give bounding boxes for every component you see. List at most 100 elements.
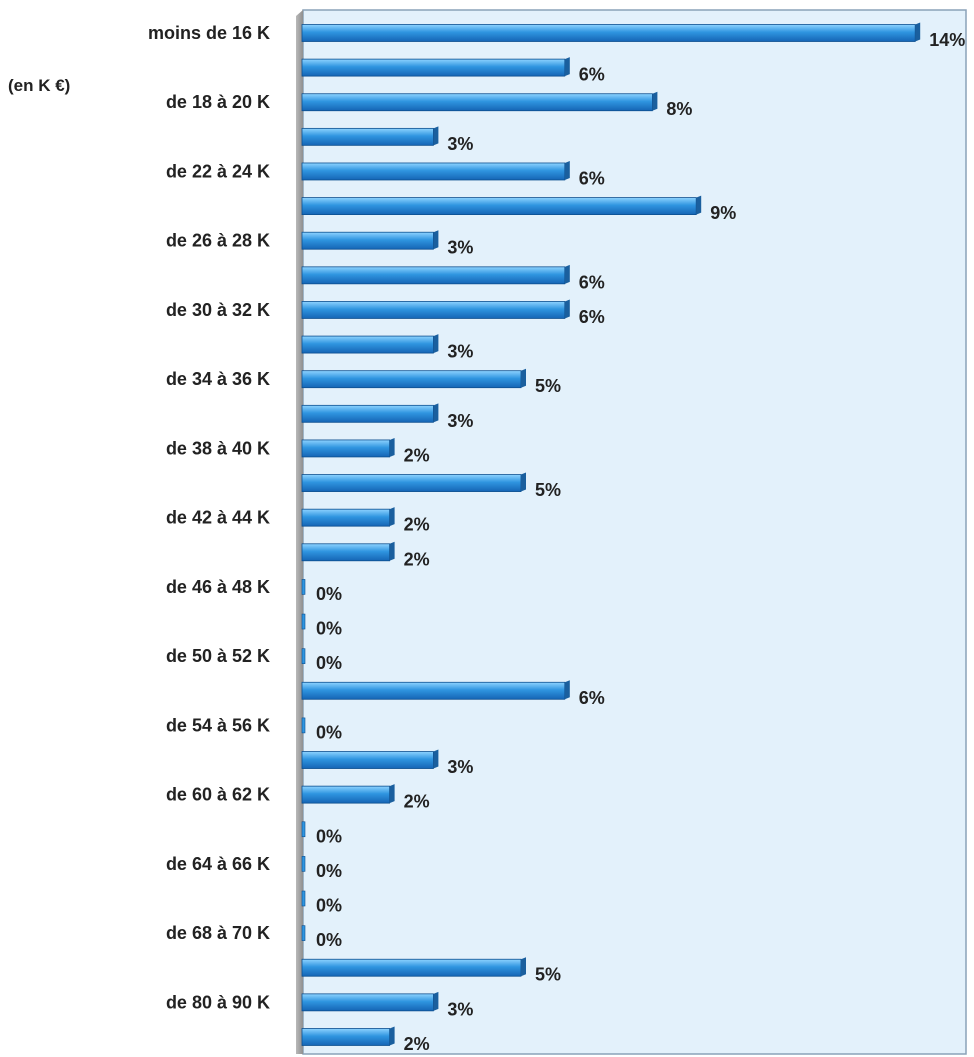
bar	[301, 925, 306, 941]
bar	[301, 301, 566, 319]
data-label: 2%	[404, 1034, 430, 1054]
data-label: 3%	[447, 134, 473, 154]
bar-group: 6%	[301, 680, 605, 708]
data-label: 6%	[579, 688, 605, 708]
bar-group: 0% de 68 à 70 K	[166, 923, 342, 950]
bar-end	[521, 472, 526, 492]
data-label: 2%	[404, 515, 430, 535]
data-label: 2%	[404, 445, 430, 465]
data-label: 2%	[404, 549, 430, 569]
category-label: de 38 à 40 K	[166, 438, 270, 458]
bar-group: 6% de 30 à 32 K	[166, 299, 605, 327]
bar	[301, 1028, 390, 1046]
bar-end	[389, 541, 395, 561]
data-label: 5%	[535, 965, 561, 985]
bar-group: 3%	[301, 334, 473, 362]
bar-group: 3% de 80 à 90 K	[166, 991, 473, 1019]
bar	[301, 508, 390, 527]
bar	[301, 162, 566, 181]
data-label: 6%	[579, 272, 605, 292]
bar	[301, 890, 306, 907]
data-label: 6%	[579, 307, 605, 327]
data-label: 8%	[666, 99, 692, 119]
data-label: 0%	[316, 722, 342, 742]
data-label: 3%	[447, 342, 473, 362]
category-label: de 22 à 24 K	[166, 161, 270, 181]
bar-group: 0%	[301, 613, 342, 639]
bar-group: 2% de 38 à 40 K	[166, 437, 430, 465]
category-label: de 80 à 90 K	[166, 992, 270, 1012]
data-label: 9%	[710, 203, 736, 223]
bar-end	[915, 22, 921, 42]
category-label: de 46 à 48 K	[166, 577, 270, 597]
category-label: de 42 à 44 K	[166, 508, 270, 528]
bar-group: 5% de 34 à 36 K	[166, 368, 561, 396]
data-label: 0%	[316, 826, 342, 846]
bar-end	[652, 91, 658, 111]
category-label: de 68 à 70 K	[166, 923, 270, 943]
bar	[301, 785, 390, 804]
bar	[301, 127, 434, 146]
bar-group: 14% moins de 16 K	[148, 22, 965, 50]
bar	[301, 93, 653, 112]
axis-wall	[296, 10, 303, 1054]
data-label: 6%	[579, 168, 605, 188]
bar	[301, 370, 522, 389]
category-label: de 34 à 36 K	[166, 369, 270, 389]
bar	[301, 648, 306, 664]
bar	[301, 197, 697, 216]
bar-group: 6%	[301, 57, 605, 85]
bar	[301, 231, 434, 250]
category-label: de 30 à 32 K	[166, 300, 270, 320]
bar-group: 9%	[301, 195, 736, 223]
bar	[301, 856, 306, 872]
bar-group: 5%	[301, 472, 561, 500]
bar-end	[696, 195, 702, 215]
bar	[301, 751, 434, 769]
data-label: 0%	[316, 861, 342, 881]
bar-group: 3%	[301, 403, 473, 431]
unit-label: (en K €)	[8, 76, 71, 95]
bar-end	[564, 680, 570, 700]
data-label: 3%	[447, 238, 473, 258]
bar	[301, 958, 522, 977]
bar-group: 0% de 54 à 56 K	[166, 715, 342, 742]
bar-end	[433, 126, 439, 146]
bar	[301, 717, 306, 734]
bar-end	[564, 160, 570, 180]
bar-end	[433, 334, 439, 354]
data-label: 2%	[404, 792, 430, 812]
bar-group: 2% de 60 à 62 K	[166, 784, 430, 812]
bar-end	[564, 264, 570, 284]
data-label: 0%	[316, 619, 342, 639]
bar-group: 3%	[301, 749, 473, 777]
bar-group: 2%	[301, 541, 430, 569]
bar-end	[433, 991, 439, 1011]
bar-end	[564, 57, 570, 77]
bar-end	[521, 957, 526, 977]
bar-group: 0% de 46 à 48 K	[166, 577, 342, 604]
bar-end	[389, 784, 395, 804]
bar-group: 5%	[301, 957, 561, 985]
bar	[301, 613, 306, 630]
data-label: 0%	[316, 930, 342, 950]
bar-group: 6% de 22 à 24 K	[166, 160, 605, 188]
bar-group: 8% de 18 à 20 K	[166, 91, 692, 119]
bar-end	[564, 299, 570, 319]
bar	[301, 24, 916, 42]
bar-end	[521, 368, 526, 388]
bar	[301, 266, 566, 285]
bar-end	[433, 749, 439, 769]
bar-group: 6%	[301, 264, 605, 292]
data-label: 0%	[316, 584, 342, 604]
bar-end	[389, 507, 395, 527]
bar	[301, 681, 566, 700]
bar-group: 0%	[301, 821, 342, 846]
data-label: 3%	[447, 757, 473, 777]
bar-group: 3%	[301, 126, 473, 154]
data-label: 14%	[929, 30, 965, 50]
bar-group: 2% de 42 à 44 K	[166, 507, 430, 535]
bar-group: 0%	[301, 890, 342, 916]
data-label: 5%	[535, 480, 561, 500]
